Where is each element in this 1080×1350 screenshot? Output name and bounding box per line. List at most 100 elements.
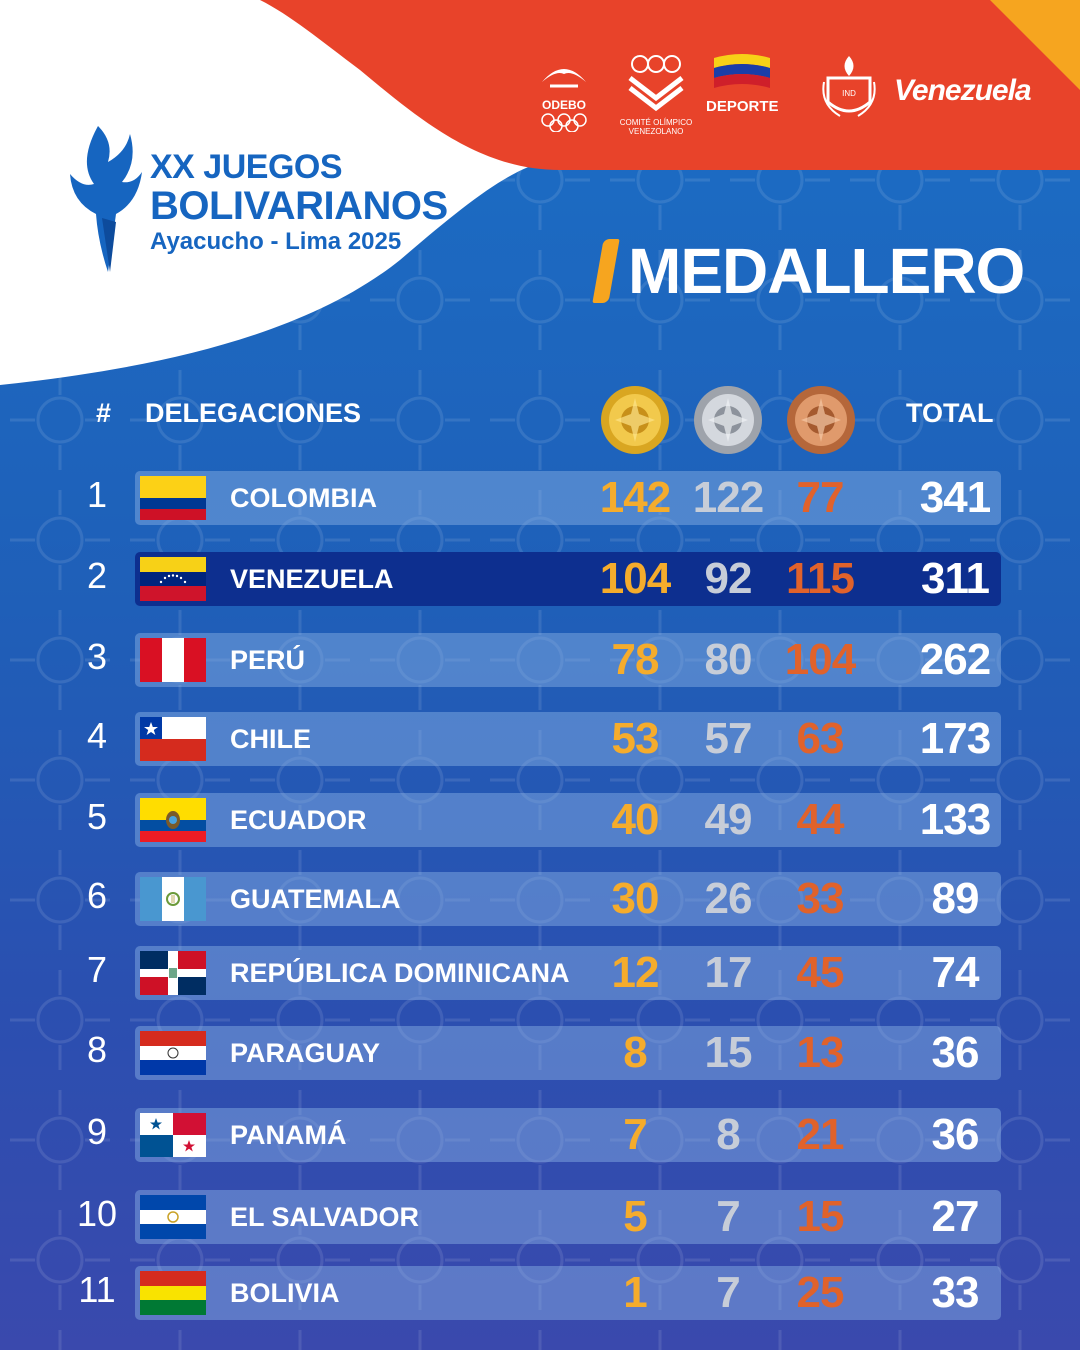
bronze-count: 77: [796, 473, 845, 522]
silver-count: 8: [716, 1110, 740, 1159]
table-row: PERÚ 78 80 104 262: [135, 633, 1001, 687]
total-count: 36: [931, 1028, 980, 1077]
gold-count: 53: [611, 714, 660, 763]
deporte-label: DEPORTE: [706, 98, 779, 115]
header-total: TOTAL: [906, 398, 994, 428]
country-name: VENEZUELA: [230, 564, 394, 594]
rank-number: 2: [86, 555, 108, 596]
bolivia-flag-icon: [140, 1271, 206, 1315]
silver-count: 26: [704, 874, 753, 923]
guatemala-flag-icon: [140, 877, 206, 921]
torch-logo-icon: [70, 126, 142, 272]
gold-count: 1: [623, 1268, 647, 1317]
country-name: PERÚ: [230, 645, 306, 675]
rank-number: 4: [86, 715, 108, 756]
coven-emblem-icon: [628, 55, 684, 112]
venezuela-brand-logo: Venezuela: [894, 74, 1032, 108]
event-title-line3: Ayacucho - Lima 2025: [150, 228, 402, 255]
bronze-medal-icon: [787, 386, 855, 454]
event-title-line2: BOLIVARIANOS: [150, 184, 448, 228]
page-title: MEDALLERO: [592, 234, 1025, 308]
bronze-count: 13: [796, 1028, 845, 1077]
table-row-highlighted: VENEZUELA 104 92 115 311: [135, 552, 1001, 606]
odebo-label: ODEBO: [541, 98, 586, 112]
olympic-rings-icon: [541, 113, 587, 133]
rank-number: 3: [86, 636, 108, 677]
venezuela-brand-label: Venezuela: [894, 74, 1032, 107]
rank-number: 11: [78, 1269, 116, 1310]
gold-count: 30: [611, 874, 660, 923]
ecuador-flag-icon: [140, 798, 206, 842]
gold-count: 12: [611, 948, 660, 997]
header-rank: #: [96, 398, 112, 428]
gold-count: 8: [623, 1028, 647, 1077]
event-title: XX JUEGOS BOLIVARIANOS Ayacucho - Lima 2…: [150, 150, 448, 254]
bronze-count: 15: [796, 1192, 845, 1241]
silver-medal-icon: [694, 386, 762, 454]
event-title-line1: XX JUEGOS: [150, 148, 343, 186]
table-row: REPÚBLICA DOMINICANA 12 17 45 74: [135, 946, 1001, 1000]
total-count: 262: [919, 635, 991, 684]
total-count: 27: [931, 1192, 980, 1241]
coven-label-1: COMITÉ OLÍMPICO: [619, 118, 693, 127]
country-name: COLOMBIA: [230, 483, 377, 513]
venezuela-flag-icon: [140, 557, 206, 601]
gold-medal-icon: [601, 386, 669, 454]
country-name: BOLIVIA: [230, 1278, 340, 1308]
country-name: REPÚBLICA DOMINICANA: [230, 958, 570, 988]
table-row: CHILE 53 57 63 173: [135, 712, 1001, 766]
bronze-count: 115: [786, 554, 855, 603]
bronze-count: 104: [784, 635, 856, 684]
country-name: EL SALVADOR: [230, 1202, 420, 1232]
deporte-logo: DEPORTE: [706, 52, 779, 115]
country-name: CHILE: [230, 724, 311, 754]
peru-flag-icon: [140, 638, 206, 682]
gold-count: 104: [599, 554, 671, 603]
dominican-republic-flag-icon: [140, 951, 206, 995]
silver-count: 57: [704, 714, 753, 763]
country-name: ECUADOR: [230, 805, 367, 835]
table-row: EL SALVADOR 5 7 15 27: [135, 1190, 1001, 1244]
rank-number: 9: [86, 1111, 108, 1152]
silver-count: 80: [704, 635, 753, 684]
gold-count: 5: [623, 1192, 647, 1241]
coven-label-2: VENEZOLANO: [628, 127, 684, 136]
silver-count: 15: [704, 1028, 753, 1077]
bronze-count: 44: [796, 795, 845, 844]
el-salvador-flag-icon: [140, 1195, 206, 1239]
total-count: 133: [919, 795, 991, 844]
rank-number: 7: [86, 949, 108, 990]
total-count: 33: [931, 1268, 980, 1317]
bronze-count: 25: [796, 1268, 845, 1317]
silver-count: 92: [704, 554, 753, 603]
silver-count: 17: [704, 948, 753, 997]
paraguay-flag-icon: [140, 1031, 206, 1075]
table-row: PARAGUAY 8 15 13 36: [135, 1026, 1001, 1080]
colombia-flag-icon: [140, 476, 206, 520]
bronze-count: 63: [796, 714, 845, 763]
total-count: 341: [919, 473, 991, 522]
gold-count: 142: [599, 473, 671, 522]
rank-number: 10: [76, 1193, 118, 1234]
header-delegations: DELEGACIONES: [145, 398, 362, 428]
sponsor-logos: ODEBO COMITÉ OLÍMPICO VENEZOLANO DEPORTE: [530, 52, 1050, 142]
gold-count: 7: [623, 1110, 647, 1159]
rank-number: 6: [86, 875, 108, 916]
country-name: PANAMÁ: [230, 1120, 347, 1150]
rank-number: 5: [86, 796, 108, 837]
ind-label: IND: [842, 89, 856, 98]
total-count: 173: [919, 714, 991, 763]
venezuela-flag-wave-icon: [714, 54, 771, 88]
gold-count: 78: [611, 635, 660, 684]
rank-number: 8: [86, 1029, 108, 1070]
silver-count: 49: [704, 795, 753, 844]
page-title-text: MEDALLERO: [628, 235, 1025, 307]
bronze-count: 45: [796, 948, 845, 997]
total-count: 311: [921, 554, 990, 603]
bronze-count: 33: [796, 874, 845, 923]
country-name: GUATEMALA: [230, 884, 401, 914]
chile-flag-icon: [140, 717, 206, 761]
ind-logo: IND: [820, 52, 878, 130]
rank-number: 1: [86, 474, 108, 515]
silver-count: 7: [716, 1192, 740, 1241]
